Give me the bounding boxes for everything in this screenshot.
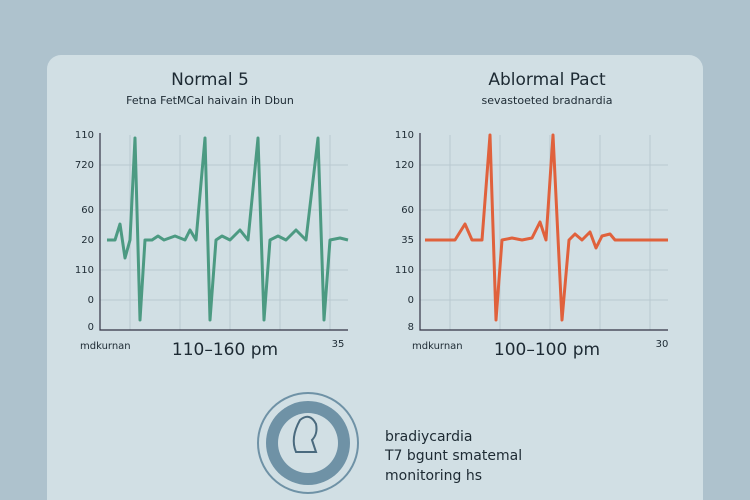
y-label: 35 xyxy=(401,235,414,246)
y-label: 720 xyxy=(75,160,94,171)
y-label: 120 xyxy=(395,160,414,171)
right-x-center: 100–100 pm xyxy=(494,340,600,360)
right-subtitle: sevastoeted bradnardia xyxy=(482,94,613,107)
card xyxy=(47,55,703,500)
left-subtitle: Fetna FetMCal haivain ih Dbun xyxy=(126,94,294,107)
y-label: 60 xyxy=(401,205,414,216)
right-x-right: 30 xyxy=(656,339,669,350)
left-axes xyxy=(99,133,348,331)
y-label: 110 xyxy=(395,130,414,141)
monitor-icon xyxy=(257,392,359,494)
y-label: 20 xyxy=(81,235,94,246)
left-grid xyxy=(100,135,348,330)
caption-line: T7 bgunt smatemal xyxy=(384,448,522,464)
left-x-right: 35 xyxy=(332,339,345,350)
caption-line: bradiycardia xyxy=(385,429,472,445)
y-label: 0 xyxy=(88,322,94,333)
y-label: 0 xyxy=(88,295,94,306)
abnormal-waveform xyxy=(425,133,668,322)
left-title: Normal 5 xyxy=(171,70,249,90)
y-label: 110 xyxy=(75,265,94,276)
caption-line: monitoring hs xyxy=(385,468,482,484)
normal-waveform xyxy=(107,136,349,322)
y-label: 8 xyxy=(408,322,414,333)
y-label: 0 xyxy=(408,295,414,306)
right-x-left: mdkurnan xyxy=(412,341,463,352)
y-label: 110 xyxy=(395,265,414,276)
left-x-left: mdkurnan xyxy=(80,341,131,352)
right-title: Ablormal Pact xyxy=(488,70,606,90)
right-axes xyxy=(419,133,668,331)
y-label: 110 xyxy=(75,130,94,141)
y-label: 60 xyxy=(81,205,94,216)
left-x-center: 110–160 pm xyxy=(172,340,278,360)
